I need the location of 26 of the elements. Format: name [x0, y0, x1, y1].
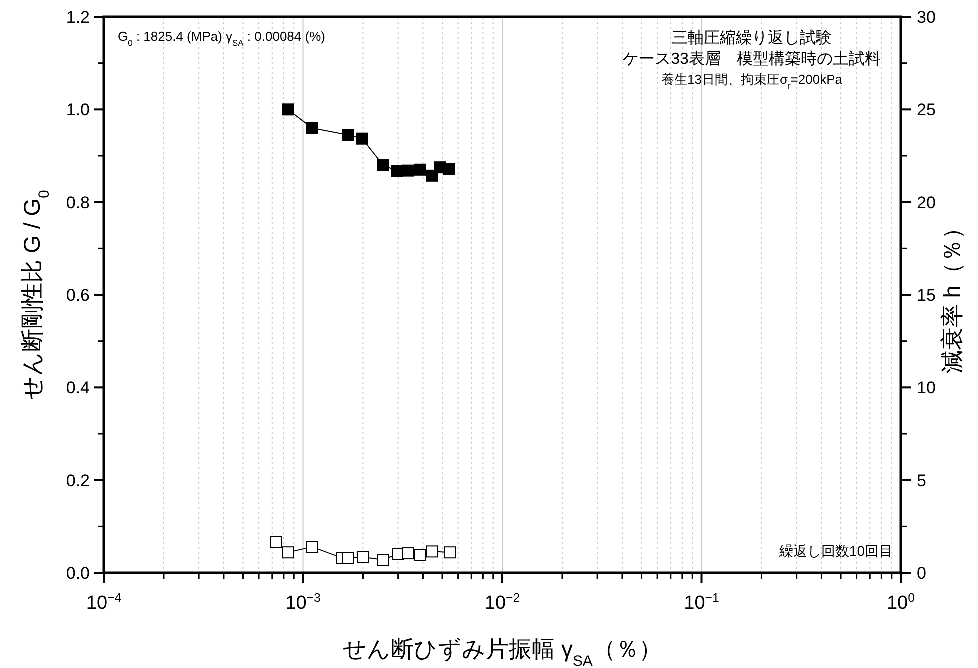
- y2-axis-title: 減衰率 h（％）: [939, 216, 965, 374]
- x-tick-label: 10$^{−3}$: [286, 591, 321, 614]
- x-tick-label: 10$^{−2}$: [484, 591, 520, 614]
- y-tick-label: 0.6: [66, 286, 90, 305]
- y-tick-label: 0.4: [66, 378, 90, 398]
- y2-tick-label: 20: [917, 193, 936, 212]
- y2-tick-label: 0: [917, 564, 926, 583]
- annotation: G$_{0}$ : 1825.4 (MPa) γ$_{SA}$ : 0.00084 (%): [118, 29, 326, 48]
- y2-tick-label: 15: [917, 286, 936, 305]
- x-axis-title: せん断ひずみ片振幅 γ$_{SA}$（％）: [343, 636, 662, 668]
- x-tick-label: 10$^{0}$: [886, 591, 916, 614]
- annotation: 繰返し回数10回目: [778, 543, 893, 559]
- y-tick-label: 0.2: [66, 471, 90, 490]
- annotation: 養生13日間、拘束圧σ$_{r}$=200kPa: [662, 72, 844, 91]
- x-tick-label: 10$^{−1}$: [684, 591, 720, 614]
- x-tick-label: 10$^{−4}$: [86, 591, 122, 614]
- y2-tick-label: 25: [917, 100, 936, 120]
- y2-tick-label: 30: [917, 8, 936, 27]
- y2-tick-label: 5: [917, 471, 926, 490]
- y-tick-label: 1.0: [66, 100, 90, 120]
- y-tick-label: 1.2: [66, 8, 90, 27]
- text: 三軸圧縮繰り返し試験: [672, 29, 832, 47]
- y-tick-label: 0.0: [66, 564, 90, 583]
- y-tick-label: 0.8: [66, 193, 90, 212]
- text: ケース33表層 模型構築時の土試料: [623, 50, 881, 68]
- y2-tick-label: 10: [917, 378, 936, 398]
